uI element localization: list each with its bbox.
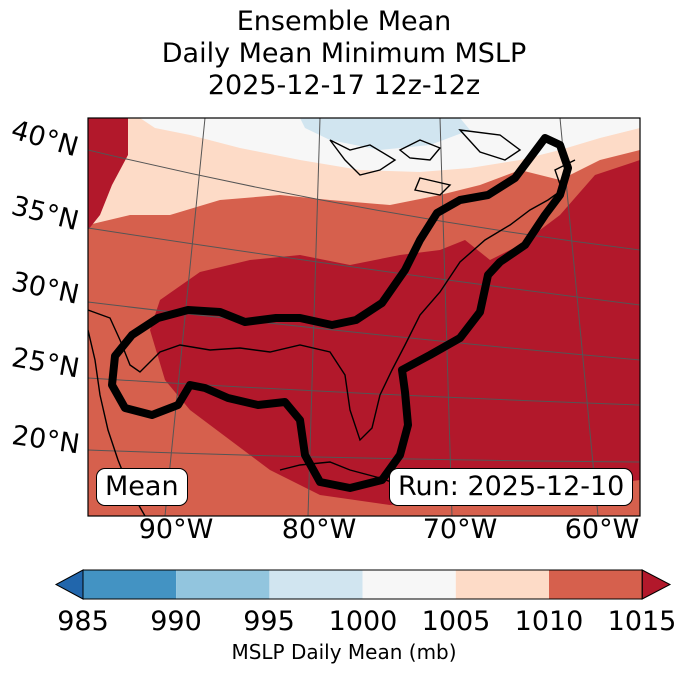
colorbar-tick-985: 985 (57, 606, 109, 637)
map-panel (87, 117, 641, 517)
colorbar-tick-1010: 1010 (514, 606, 584, 637)
lon-label-60w: 60°W (564, 514, 640, 545)
colorbar-bin-1005-1010 (455, 570, 549, 599)
title-line-1: Ensemble Mean (236, 6, 452, 37)
lon-label-70w: 70°W (422, 514, 498, 545)
coastlines (88, 129, 576, 516)
lon-label-80w: 80°W (281, 514, 357, 545)
colorbar-label: MSLP Daily Mean (mb) (231, 640, 457, 664)
colorbar-bin-995-1000 (269, 570, 363, 599)
title-line-2: Daily Mean Minimum MSLP (161, 38, 527, 69)
mslp-field-995-1000 (300, 118, 470, 150)
lon-label-90w: 90°W (138, 514, 214, 545)
colorbar-bin-990-995 (176, 570, 270, 599)
title-line-3: 2025-12-17 12z-12z (207, 70, 481, 101)
colorbar-extend-high (641, 569, 672, 600)
colorbar-tick-995: 995 (243, 606, 295, 637)
colorbar-bin-1000-1005 (362, 570, 456, 599)
map-frame (87, 117, 641, 517)
mean-box: Mean (96, 468, 188, 506)
colorbar-tick-1005: 1005 (421, 606, 491, 637)
colorbar-bin-1010-1015 (549, 570, 643, 599)
colorbar-tick-1015: 1015 (607, 606, 677, 637)
mslp-field-1015-left (88, 118, 128, 230)
mslp-contour-1015 (108, 134, 572, 492)
colorbar (54, 569, 672, 600)
colorbar-tick-990: 990 (150, 606, 202, 637)
graticule (88, 118, 640, 516)
run-date-box: Run: 2025-12-10 (389, 468, 634, 506)
colorbar-bin-985-990 (83, 570, 177, 599)
colorbar-tick-1000: 1000 (328, 606, 398, 637)
colorbar-extend-low (54, 569, 84, 600)
